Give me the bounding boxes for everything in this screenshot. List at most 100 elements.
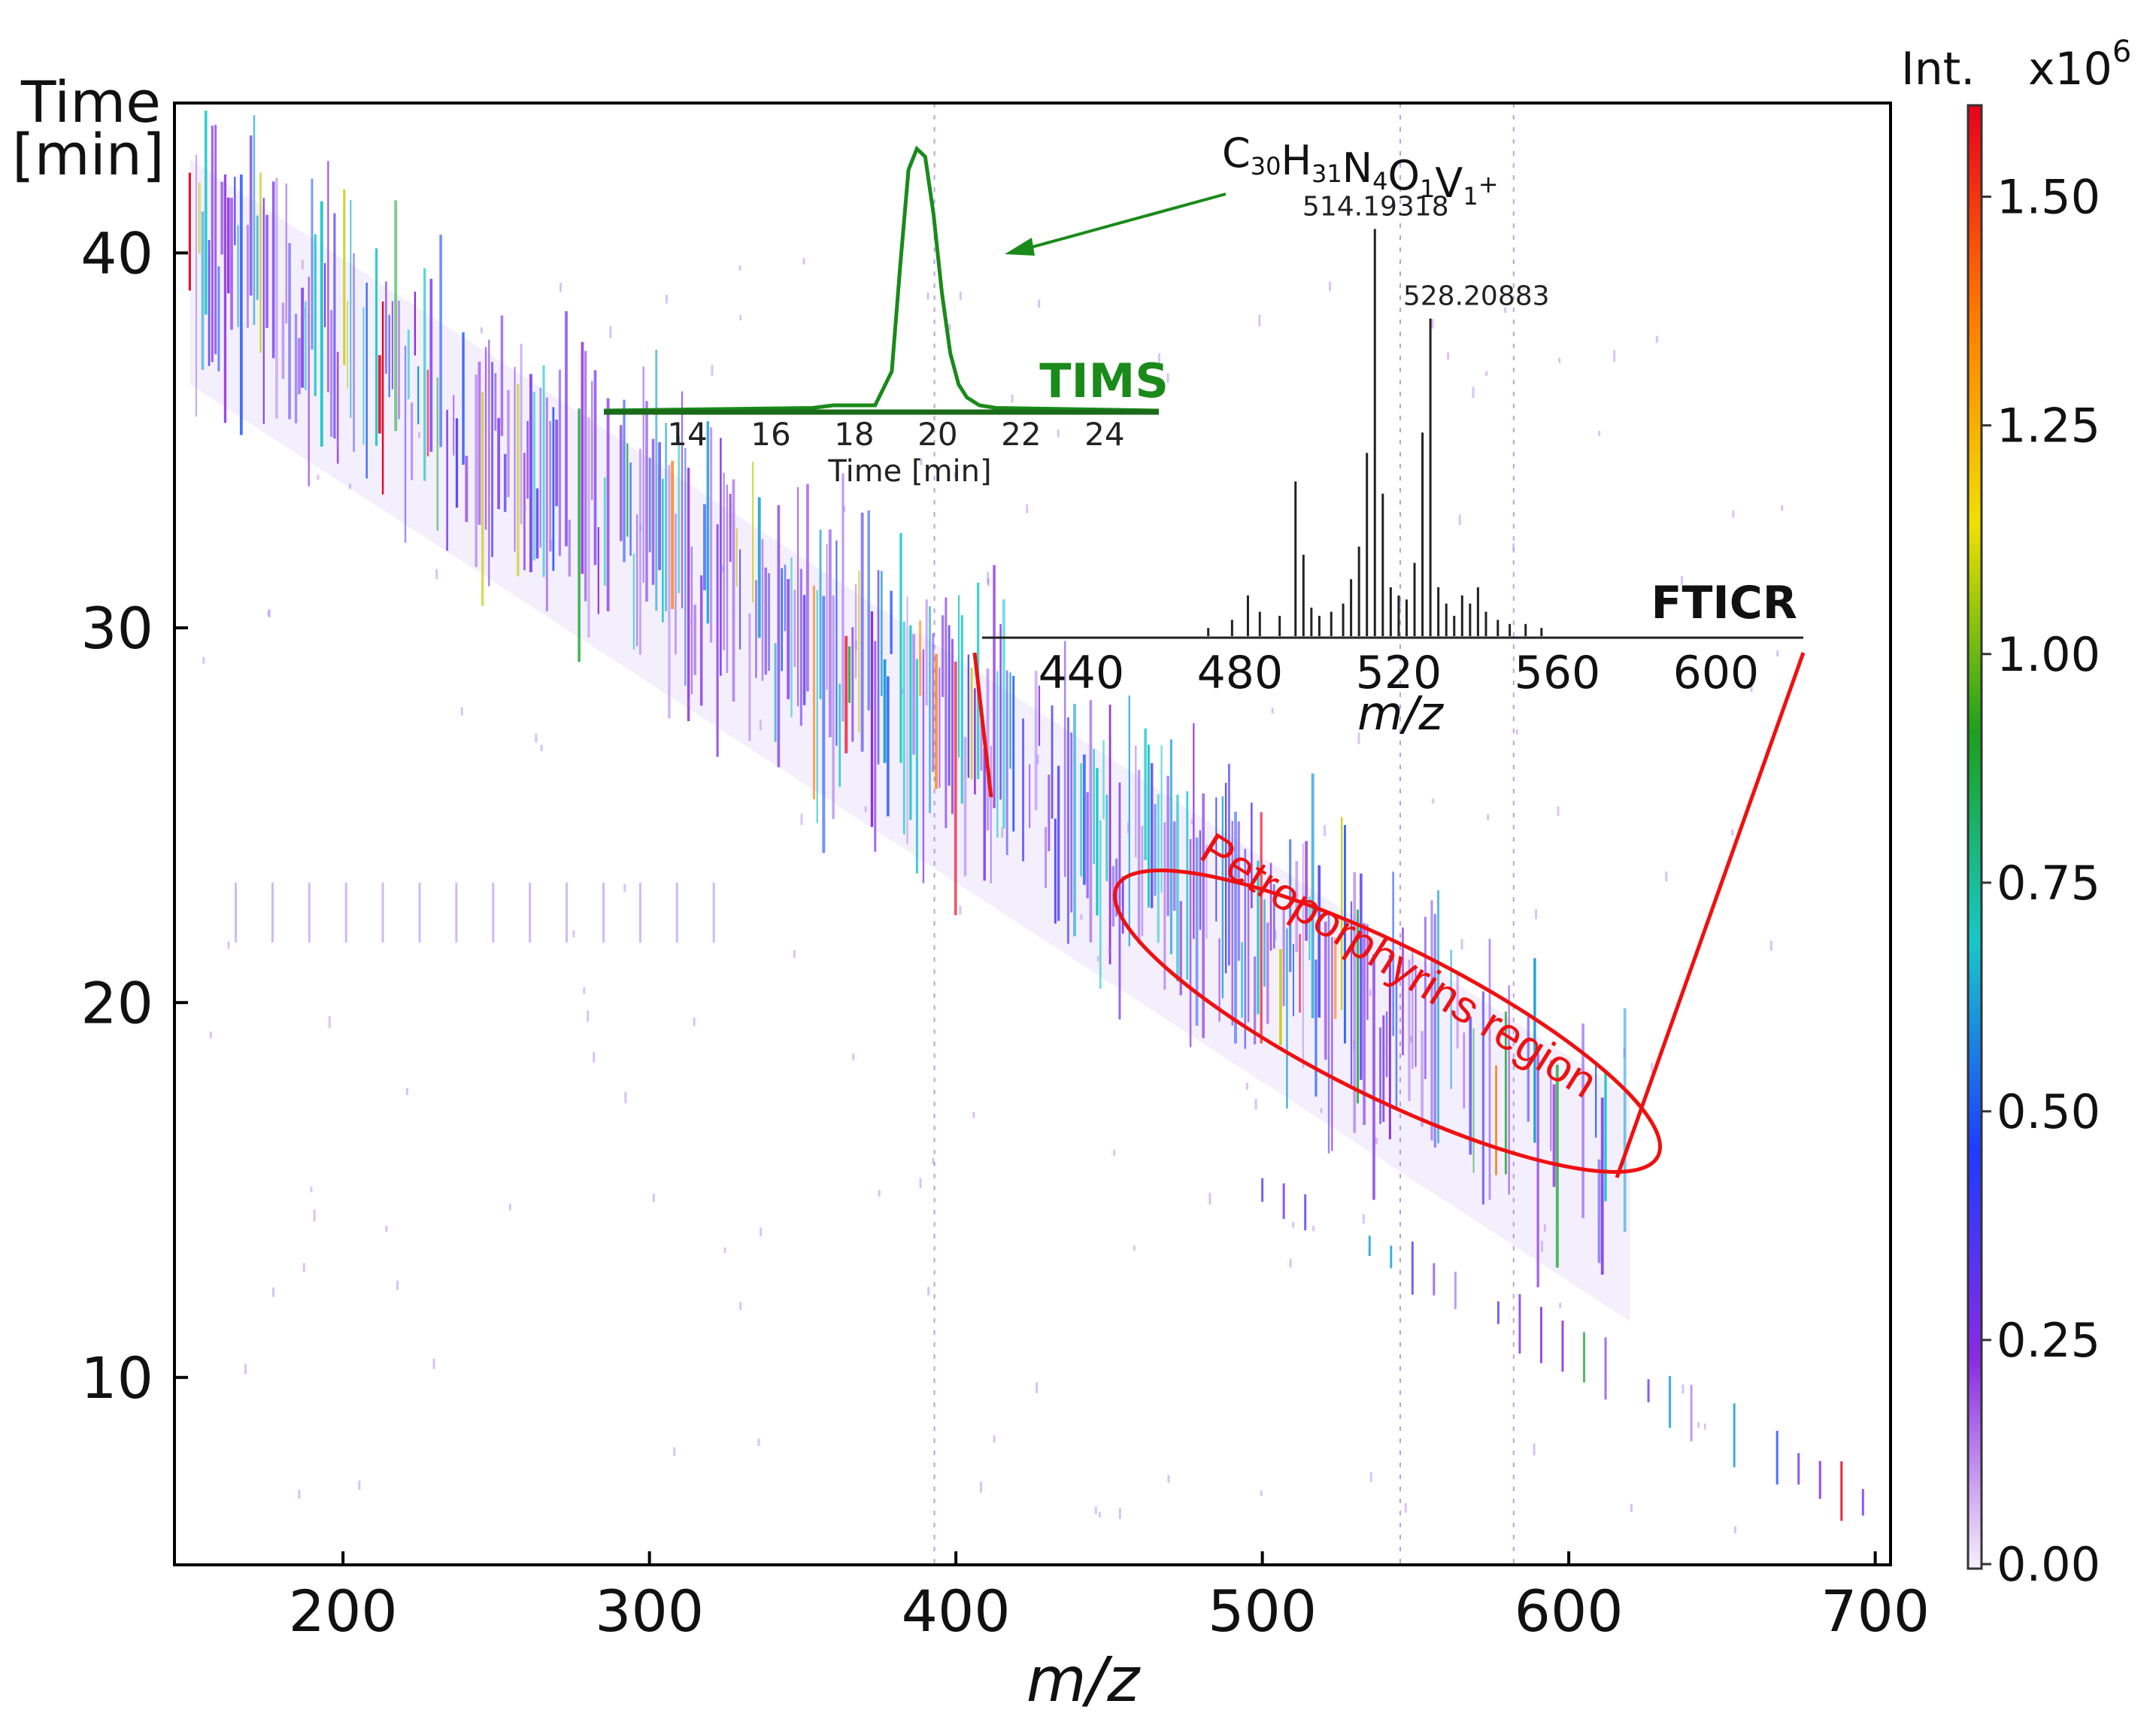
- heat-dot: [480, 327, 483, 334]
- heat-dot: [1289, 1258, 1292, 1268]
- heat-dot: [1096, 956, 1099, 962]
- heat-dot: [1036, 754, 1039, 765]
- heat-dot: [739, 314, 742, 321]
- heat-dot: [1703, 1423, 1706, 1430]
- heat-dot: [802, 258, 805, 265]
- tims-ticks: 14 16 18 20 22 24: [667, 416, 1124, 453]
- heat-dot: [1080, 914, 1083, 920]
- tims-arrow-line: [1011, 193, 1227, 254]
- heat-dot: [572, 930, 575, 938]
- formula-label: C30H31N4O1V1+: [1222, 129, 1499, 211]
- heat-dot: [1404, 1503, 1407, 1513]
- fticr-tick-label: 600: [1673, 647, 1760, 699]
- tims-tick-label: 22: [1001, 416, 1041, 453]
- heat-dot: [1769, 940, 1772, 951]
- heat-dot: [1133, 1245, 1136, 1251]
- heat-dot: [1328, 281, 1331, 292]
- heat-dot: [1533, 1443, 1536, 1456]
- heat-dot: [987, 572, 990, 584]
- heat-dot: [1190, 819, 1193, 824]
- heat-dot: [540, 744, 543, 752]
- fticr-tick-label: 440: [1039, 647, 1125, 699]
- tims-tick-label: 24: [1084, 416, 1124, 453]
- heat-dot: [1320, 1108, 1323, 1113]
- heatmap-layer: [188, 103, 1864, 1565]
- x-tick-label: 200: [289, 1578, 398, 1645]
- heat-dot: [209, 1031, 212, 1038]
- fticr-tick-label: 560: [1515, 647, 1601, 699]
- heat-dot: [1651, 1063, 1654, 1072]
- heat-dot: [1487, 814, 1490, 821]
- heat-dot: [336, 439, 339, 450]
- heat-dot: [435, 568, 438, 580]
- formula-element: O: [1388, 152, 1421, 199]
- heat-dot: [1731, 829, 1734, 836]
- heat-dot: [1512, 543, 1515, 550]
- heat-dot: [1460, 938, 1463, 950]
- formula-subscript: 1: [1463, 182, 1478, 211]
- heat-dot: [1274, 929, 1277, 940]
- heat-dot: [948, 324, 951, 331]
- heat-dot: [1271, 708, 1274, 714]
- heat-dot: [711, 365, 714, 376]
- heat-dot: [432, 1358, 435, 1369]
- heat-dot: [1541, 1240, 1544, 1252]
- heat-dot: [987, 578, 990, 587]
- formula-charge: +: [1478, 170, 1499, 199]
- colorbar: 0.00 0.25 0.50 0.75 1.00 1.25 1.50 Int. x106: [1901, 35, 2131, 1592]
- petroporphyrins-ellipse: [1112, 869, 1663, 1174]
- fticr-peak-label: 514.19318: [1302, 191, 1449, 222]
- x-axis-ticks: 200 300 400 500 600 700: [289, 1551, 1930, 1645]
- heat-dot: [926, 292, 929, 300]
- heat-dot: [1312, 1226, 1315, 1232]
- fticr-x-label: m/z: [1357, 686, 1444, 741]
- colorbar-tick-label: 0.75: [1997, 856, 2100, 911]
- formula-subscript: 31: [1311, 159, 1342, 188]
- heat-dot: [1598, 431, 1601, 436]
- heat-dot: [1557, 806, 1560, 816]
- heat-dot: [317, 474, 320, 481]
- colorbar-tick-label: 0.25: [1997, 1313, 2100, 1368]
- colorbar-label: Int.: [1901, 43, 1975, 96]
- heat-dot: [1504, 307, 1507, 314]
- heat-dot: [1118, 1508, 1121, 1519]
- heat-dot: [1362, 970, 1365, 975]
- heat-dot: [1623, 1048, 1626, 1058]
- colorbar-bar: [1966, 104, 1983, 1570]
- colorbar-tick-label: 0.50: [1997, 1084, 2100, 1139]
- y-tick-label: 40: [80, 220, 153, 287]
- heat-dot: [1776, 650, 1779, 657]
- heat-dot: [302, 308, 305, 320]
- plot-frame: [173, 102, 1892, 1566]
- heat-dot: [1094, 1506, 1097, 1514]
- heat-dot: [1409, 1035, 1412, 1043]
- formula-subscript: 30: [1251, 152, 1281, 180]
- tims-arrow-head: [1005, 238, 1035, 256]
- heat-dot: [864, 806, 867, 812]
- heat-dot: [1292, 1222, 1295, 1228]
- zoom-line-left: [972, 652, 993, 798]
- tims-tick-label: 20: [917, 416, 957, 453]
- heat-dot: [244, 1364, 247, 1375]
- tims-inset: 14 16 18 20 22 24 Time [min] TIMS: [603, 145, 1227, 489]
- fticr-inset: 440 480 520 560 600 m/z FTICR 514.19318 528.2…: [982, 129, 1803, 741]
- y-axis-label-line1: Time: [20, 68, 161, 135]
- heat-dot: [1681, 1384, 1684, 1394]
- heat-dot: [932, 1157, 935, 1165]
- fticr-tick-label: 480: [1197, 647, 1284, 699]
- colorbar-tick-label: 1.25: [1997, 399, 2100, 453]
- colorbar-ticks: 0.00 0.25 0.50 0.75 1.00 1.25 1.50: [1982, 170, 2100, 1592]
- heat-dot: [1026, 504, 1029, 514]
- heat-dot: [267, 611, 270, 617]
- heat-dot: [1157, 353, 1160, 365]
- heat-dot: [1655, 335, 1658, 343]
- formula-element: H: [1281, 137, 1311, 184]
- y-tick-label: 10: [80, 1345, 153, 1411]
- heat-dot: [313, 1209, 316, 1222]
- colorbar-tick-label: 1.50: [1997, 170, 2100, 225]
- heat-dot: [1750, 680, 1753, 693]
- heat-dot: [460, 707, 463, 716]
- tims-label: TIMS: [1039, 353, 1169, 408]
- heat-dot: [639, 525, 642, 532]
